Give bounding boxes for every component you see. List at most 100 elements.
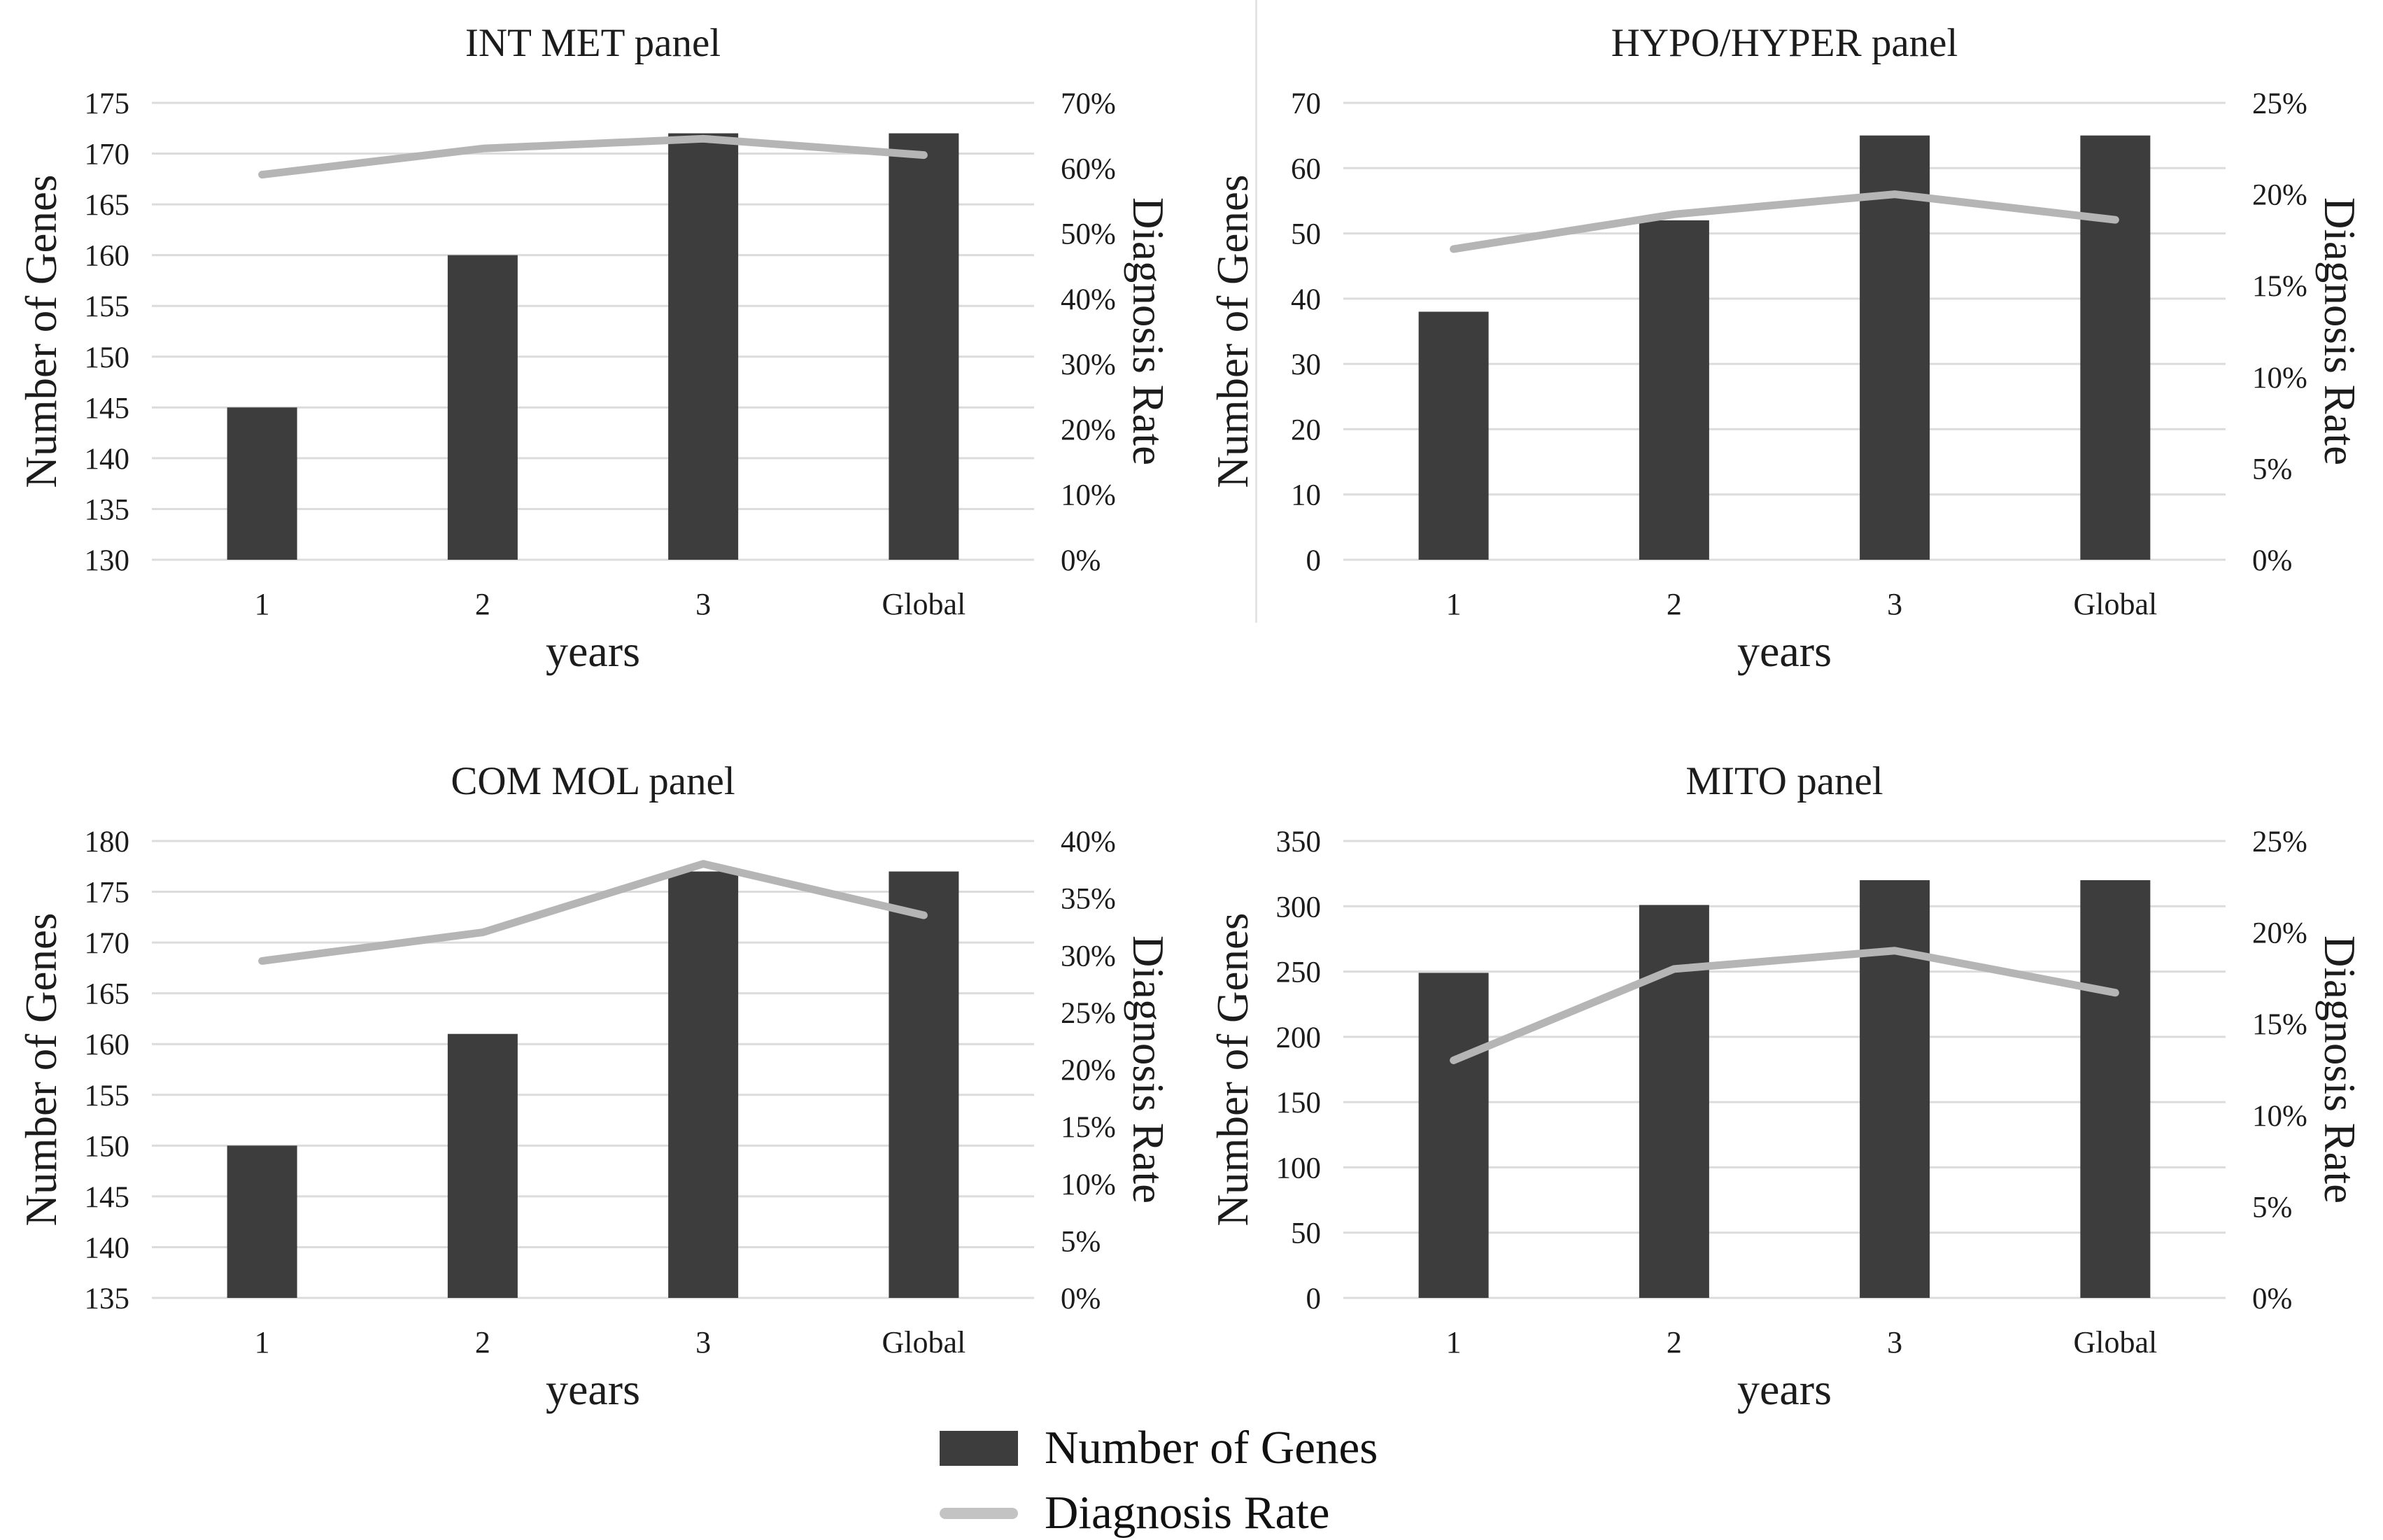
x-axis-title: years — [1737, 1364, 1832, 1414]
genes-bar — [668, 133, 739, 560]
left-tick-label: 145 — [85, 392, 130, 425]
right-tick-label: 10% — [2252, 362, 2307, 395]
left-tick-label: 145 — [85, 1181, 130, 1214]
right-tick-label: 5% — [1061, 1225, 1101, 1258]
chart-title: COM MOL panel — [451, 759, 735, 803]
right-tick-label: 70% — [1061, 87, 1116, 120]
figure-legend: Number of Genes Diagnosis Rate — [940, 1425, 1378, 1537]
combo-chart-com-mol: 18017517016516015515014514013540%35%30%2… — [17, 759, 1173, 1414]
right-axis-title: Diagnosis Rate — [1124, 935, 1173, 1203]
genes-bar — [2080, 135, 2151, 560]
legend-label-genes: Number of Genes — [1045, 1422, 1378, 1474]
left-tick-label: 180 — [85, 826, 130, 859]
left-tick-label: 155 — [85, 1080, 130, 1112]
right-axis-title: Diagnosis Rate — [1124, 197, 1173, 465]
left-tick-label: 20 — [1291, 414, 1321, 446]
genes-bar — [889, 871, 959, 1298]
left-tick-label: 160 — [85, 240, 130, 273]
chart-title: HYPO/HYPER panel — [1611, 21, 1958, 65]
genes-bar — [2080, 880, 2151, 1298]
left-tick-label: 175 — [85, 87, 130, 120]
left-tick-label: 300 — [1276, 891, 1322, 924]
x-axis-title: years — [546, 626, 640, 676]
left-tick-label: 50 — [1291, 218, 1321, 251]
right-tick-label: 25% — [2252, 826, 2307, 859]
legend-item-rate: Diagnosis Rate — [940, 1490, 1378, 1537]
panel-divider-line — [1255, 0, 1257, 623]
combo-chart-mito: 350 300 250 200 150 100 50 0 25% 20% 15% 10% 5% 0% 1 2 3… — [1208, 759, 2364, 1414]
x-tick-label: 2 — [1667, 587, 1682, 621]
right-tick-label: 25% — [2252, 87, 2307, 120]
x-tick-label: 3 — [1887, 1325, 1902, 1359]
diagnosis-rate-line — [258, 860, 928, 965]
genes-bar — [447, 1033, 518, 1298]
x-tick-label: 2 — [475, 587, 490, 621]
left-tick-label: 0 — [1306, 544, 1322, 577]
right-tick-label: 15% — [2252, 270, 2307, 303]
genes-bar — [1860, 880, 1930, 1298]
right-tick-label: 35% — [1061, 883, 1116, 916]
x-axis-title: years — [1737, 626, 1832, 676]
right-tick-label: 0% — [1061, 544, 1101, 577]
chart-title: INT MET panel — [465, 21, 721, 65]
right-tick-label: 50% — [1061, 218, 1116, 251]
chart-panel-com-mol: 180 175 170 165 160 155 150 145 140 135 40% 35% 30% 2… — [0, 738, 1192, 1438]
diagnosis-rate-line — [1450, 947, 2119, 1064]
left-tick-label: 140 — [85, 443, 130, 476]
left-tick-label: 130 — [85, 544, 130, 577]
x-tick-label: 1 — [255, 1325, 270, 1359]
genes-bar — [447, 255, 518, 560]
right-tick-label: 30% — [1061, 940, 1116, 973]
x-tick-label: Global — [2073, 587, 2157, 621]
right-tick-label: 10% — [1061, 479, 1116, 512]
right-tick-label: 10% — [1061, 1168, 1116, 1201]
right-tick-label: 40% — [1061, 826, 1116, 859]
left-tick-label: 60 — [1291, 153, 1321, 185]
left-tick-label: 165 — [85, 189, 130, 222]
x-tick-label: 3 — [695, 587, 711, 621]
x-axis-title: years — [546, 1364, 640, 1414]
left-tick-label: 200 — [1276, 1022, 1322, 1054]
left-tick-label: 140 — [85, 1231, 130, 1264]
left-tick-label: 155 — [85, 290, 130, 323]
right-axis-title: Diagnosis Rate — [2315, 935, 2364, 1203]
left-tick-label: 165 — [85, 978, 130, 1011]
left-tick-label: 10 — [1291, 479, 1321, 512]
right-tick-label: 25% — [1061, 997, 1116, 1030]
x-tick-label: 3 — [695, 1325, 711, 1359]
left-tick-label: 175 — [85, 877, 130, 910]
line-swatch — [940, 1507, 1018, 1519]
diagnosis-rate-line — [258, 134, 928, 179]
left-tick-label: 150 — [1276, 1087, 1322, 1119]
x-tick-label: 3 — [1887, 587, 1902, 621]
right-tick-label: 0% — [2252, 1283, 2292, 1315]
chart-panel-mito: 350 300 250 200 150 100 50 0 25% 20% 15% 10% 5% 0% 1 2 3… — [1192, 738, 2383, 1438]
left-tick-label: 40 — [1291, 283, 1321, 316]
bar-swatch — [940, 1430, 1018, 1466]
chart-panel-int-met: 175 170 165 160 155 150 145 140 135 130 70% 60% 50% 4… — [0, 0, 1192, 700]
genes-bar — [1860, 135, 1930, 560]
x-tick-label: Global — [2073, 1325, 2157, 1359]
left-axis-title: Number of Genes — [17, 175, 66, 488]
chart-title: MITO panel — [1685, 759, 1883, 803]
left-tick-label: 30 — [1291, 348, 1321, 381]
genes-bar — [1639, 220, 1709, 560]
left-tick-label: 0 — [1306, 1283, 1322, 1315]
left-tick-label: 250 — [1276, 956, 1322, 989]
right-tick-label: 0% — [1061, 1283, 1101, 1315]
left-tick-label: 50 — [1291, 1217, 1321, 1250]
x-tick-label: 2 — [1667, 1325, 1682, 1359]
right-tick-label: 60% — [1061, 153, 1116, 185]
x-tick-label: Global — [882, 1325, 966, 1359]
left-tick-label: 100 — [1276, 1152, 1322, 1185]
genes-bar — [889, 133, 959, 560]
left-tick-label: 150 — [85, 1130, 130, 1163]
left-tick-label: 70 — [1291, 87, 1321, 120]
right-tick-label: 40% — [1061, 283, 1116, 316]
left-tick-label: 150 — [85, 341, 130, 374]
left-tick-label: 135 — [85, 1283, 130, 1315]
genes-bar — [227, 1145, 297, 1298]
x-tick-label: 2 — [475, 1325, 490, 1359]
right-tick-label: 5% — [2252, 1191, 2292, 1224]
genes-bar — [227, 407, 297, 560]
